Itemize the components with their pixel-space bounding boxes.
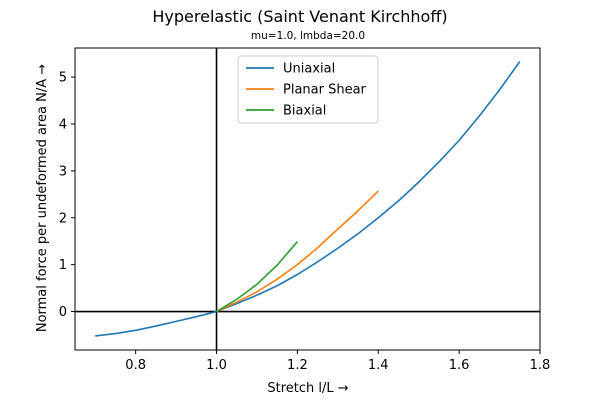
y-axis: 0 1 2 3 4 5 [59,71,75,320]
y-axis-label: Normal force per undeformed area N/A → [35,64,50,332]
y-tick-label: 3 [59,164,67,179]
x-axis: 0.8 1.0 1.2 1.4 1.6 1.8 [125,350,550,373]
x-tick-label: 1.4 [368,358,389,373]
x-tick-label: 0.8 [125,358,146,373]
y-tick-label: 5 [59,71,67,86]
legend-entry: Biaxial [283,104,326,119]
y-tick-label: 1 [59,258,67,273]
y-tick-label: 2 [59,211,67,226]
series-line-uniaxial [95,61,521,337]
plot-frame [74,47,541,351]
chart-title: Hyperelastic (Saint Venant Kirchhoff) [152,7,447,26]
legend-box [237,55,379,124]
chart-subtitle: mu=1.0, lmbda=20.0 [251,30,365,42]
x-tick-label: 1.0 [206,358,227,373]
series-layer [95,61,521,337]
x-tick-label: 1.6 [449,358,470,373]
legend: Uniaxial Planar Shear Biaxial [237,55,379,124]
x-axis-label: Stretch l/L → [267,381,348,396]
legend-entry: Uniaxial [283,62,335,77]
reference-lines [75,48,540,350]
plot-area [74,47,541,351]
y-tick-label: 4 [59,117,67,132]
x-tick-label: 1.2 [287,358,308,373]
legend-entry: Planar Shear [283,83,367,98]
series-line-biaxial [216,241,298,313]
series-line-planar-shear [216,190,379,313]
y-tick-label: 0 [59,305,67,320]
x-tick-label: 1.8 [530,358,551,373]
